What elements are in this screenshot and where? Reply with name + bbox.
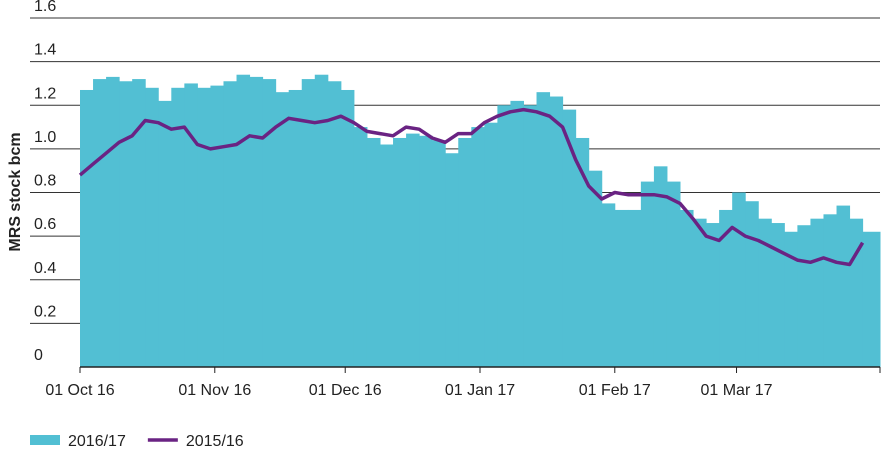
area-step [549, 96, 564, 368]
area-step [640, 181, 655, 367]
area-step [836, 205, 851, 367]
legend-swatch [30, 435, 60, 445]
area-step [419, 135, 433, 367]
y-tick-label: 0.2 [34, 303, 56, 320]
area-step [680, 209, 694, 367]
area-step [862, 231, 881, 367]
area-step [523, 105, 538, 367]
area-step [666, 181, 681, 367]
area-step [314, 74, 329, 368]
area-step [758, 218, 772, 367]
x-tick-label: 01 Oct 16 [45, 382, 114, 399]
area-step [301, 79, 316, 367]
area-step [771, 223, 785, 367]
area-step [249, 76, 264, 368]
area-step [719, 209, 733, 367]
area-step [353, 127, 368, 367]
y-tick-label: 1.0 [34, 129, 56, 146]
area-step [327, 81, 342, 367]
area-step [171, 87, 185, 368]
area-step [745, 201, 759, 367]
area-step [132, 79, 146, 367]
y-tick-label: 0 [34, 347, 43, 364]
area-step [627, 209, 642, 367]
area-step [406, 133, 420, 367]
y-tick-label: 1.2 [34, 85, 56, 102]
area-step [119, 81, 133, 367]
area-step [340, 89, 355, 367]
x-tick-label: 01 Mar 17 [700, 382, 772, 399]
area-step [275, 92, 290, 367]
area-step [380, 144, 394, 367]
area-step [432, 140, 446, 367]
x-tick-label: 01 Dec 16 [309, 382, 382, 399]
area-step [693, 218, 707, 367]
y-tick-label: 0.4 [34, 260, 56, 277]
area-step [510, 100, 524, 367]
area-step [366, 137, 381, 367]
area-step [732, 192, 746, 367]
area-step [562, 109, 577, 368]
area-step [262, 79, 277, 367]
area-step [588, 170, 603, 367]
area-step [497, 105, 511, 367]
area-step [210, 85, 224, 368]
area-step [614, 209, 629, 367]
x-tick-label: 01 Jan 17 [445, 382, 515, 399]
area-step [393, 137, 407, 367]
y-tick-label: 1.4 [34, 42, 56, 59]
area-step [197, 87, 211, 368]
legend-label: 2015/16 [186, 433, 244, 450]
y-tick-label: 1.6 [34, 0, 56, 15]
area-step [484, 122, 498, 367]
y-tick-label: 0.8 [34, 173, 56, 190]
area-step [236, 74, 251, 368]
line [78, 107, 865, 267]
area-step [445, 153, 459, 367]
area-step [80, 89, 94, 367]
x-tick-label: 01 Nov 16 [178, 382, 251, 399]
area-step [158, 100, 172, 367]
area-step [93, 79, 107, 367]
area-step [458, 137, 472, 367]
area-step [145, 87, 159, 368]
area-step [706, 223, 720, 367]
area-step [536, 92, 551, 367]
area-step [784, 231, 798, 367]
area-step [288, 89, 303, 367]
area-step [797, 225, 811, 367]
y-tick-label: 0.6 [34, 216, 56, 233]
y-axis-label: MRS stock bcm [7, 132, 24, 251]
area-step [601, 203, 616, 367]
area-step [849, 218, 864, 367]
legend-label: 2016/17 [68, 433, 126, 450]
area-step [823, 214, 838, 367]
area-step [184, 83, 198, 367]
area-step [223, 81, 238, 367]
area-step [653, 166, 668, 367]
area-step [575, 137, 590, 367]
x-tick-label: 01 Feb 17 [579, 382, 651, 399]
area-step [810, 218, 824, 367]
area-step [106, 76, 120, 368]
area-step [471, 127, 485, 367]
